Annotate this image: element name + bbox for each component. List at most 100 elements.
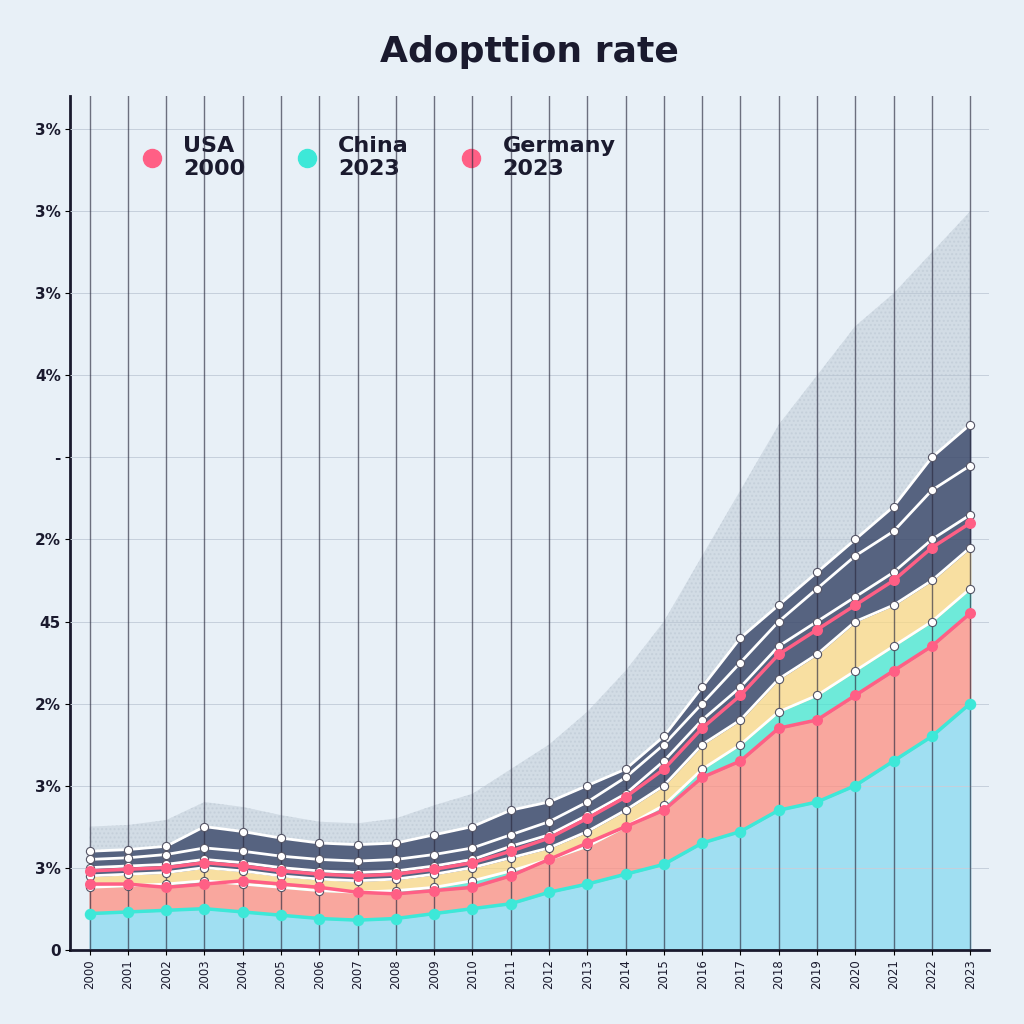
- Point: [886, 597, 902, 613]
- Point: [732, 736, 749, 753]
- Point: [426, 866, 442, 883]
- Point: [426, 826, 442, 843]
- Point: [272, 829, 289, 846]
- Point: [732, 823, 749, 840]
- Point: [81, 851, 97, 867]
- Point: [349, 864, 366, 881]
- Point: [311, 910, 328, 927]
- Point: [732, 679, 749, 695]
- Point: [234, 843, 251, 859]
- Point: [120, 876, 136, 892]
- Point: [580, 807, 596, 823]
- Point: [655, 802, 672, 818]
- Point: [158, 880, 174, 896]
- Point: [655, 856, 672, 872]
- Point: [503, 838, 519, 854]
- Point: [655, 797, 672, 813]
- Point: [503, 896, 519, 912]
- Point: [349, 837, 366, 853]
- Point: [234, 863, 251, 880]
- Point: [541, 794, 557, 810]
- Point: [886, 753, 902, 769]
- Point: [426, 880, 442, 896]
- Point: [311, 863, 328, 880]
- Point: [272, 859, 289, 876]
- Point: [81, 867, 97, 884]
- Point: [81, 905, 97, 922]
- Point: [962, 507, 978, 523]
- Point: [272, 876, 289, 892]
- Point: [272, 880, 289, 896]
- Legend: USA
2000, China
2023, Germany
2023: USA 2000, China 2023, Germany 2023: [119, 125, 627, 190]
- Point: [120, 904, 136, 921]
- Point: [809, 613, 825, 630]
- Point: [464, 872, 480, 889]
- Point: [694, 695, 711, 712]
- Point: [349, 912, 366, 929]
- Point: [617, 761, 634, 777]
- Point: [770, 671, 786, 687]
- Point: [732, 753, 749, 769]
- Point: [426, 858, 442, 874]
- Point: [847, 687, 863, 703]
- Point: [809, 794, 825, 810]
- Point: [426, 883, 442, 899]
- Point: [617, 818, 634, 835]
- Point: [732, 712, 749, 728]
- Point: [120, 866, 136, 883]
- Point: [694, 736, 711, 753]
- Point: [234, 858, 251, 874]
- Point: [847, 531, 863, 548]
- Point: [464, 859, 480, 876]
- Point: [158, 846, 174, 862]
- Point: [388, 910, 404, 927]
- Point: [847, 597, 863, 613]
- Point: [617, 785, 634, 802]
- Point: [809, 687, 825, 703]
- Point: [580, 810, 596, 826]
- Point: [924, 540, 940, 556]
- Point: [197, 872, 213, 889]
- Point: [617, 866, 634, 883]
- Point: [770, 638, 786, 654]
- Point: [924, 728, 940, 744]
- Point: [234, 823, 251, 840]
- Point: [197, 818, 213, 835]
- Point: [120, 861, 136, 878]
- Point: [962, 417, 978, 433]
- Point: [272, 867, 289, 884]
- Point: [234, 854, 251, 870]
- Point: [81, 843, 97, 859]
- Point: [349, 884, 366, 900]
- Point: [694, 769, 711, 785]
- Point: [464, 854, 480, 870]
- Point: [272, 848, 289, 864]
- Point: [426, 905, 442, 922]
- Point: [655, 761, 672, 777]
- Point: [886, 663, 902, 679]
- Point: [388, 835, 404, 851]
- Point: [349, 867, 366, 884]
- Point: [924, 450, 940, 466]
- Point: [464, 840, 480, 856]
- Point: [541, 826, 557, 843]
- Point: [349, 853, 366, 869]
- Point: [311, 883, 328, 899]
- Point: [503, 802, 519, 818]
- Point: [770, 720, 786, 736]
- Point: [541, 851, 557, 867]
- Point: [311, 866, 328, 883]
- Point: [464, 900, 480, 916]
- Point: [924, 572, 940, 589]
- Point: [847, 613, 863, 630]
- Point: [655, 777, 672, 794]
- Point: [388, 871, 404, 888]
- Point: [617, 802, 634, 818]
- Point: [503, 867, 519, 884]
- Point: [311, 851, 328, 867]
- Point: [886, 564, 902, 581]
- Point: [349, 884, 366, 900]
- Point: [847, 548, 863, 564]
- Point: [770, 597, 786, 613]
- Point: [503, 843, 519, 859]
